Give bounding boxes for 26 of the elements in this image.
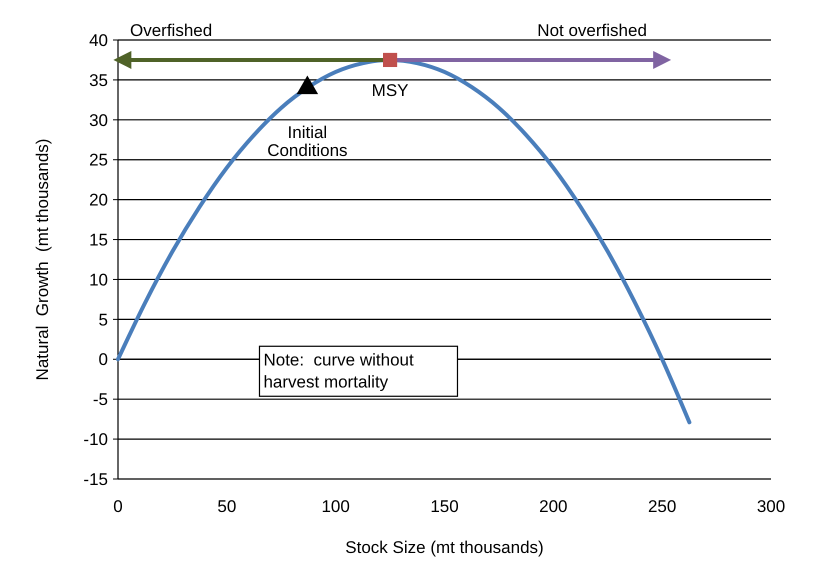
y-tick-label: -5 bbox=[92, 390, 108, 410]
y-tick-label: 40 bbox=[89, 30, 108, 50]
text: Initial Conditions bbox=[267, 122, 348, 160]
series-label: MSY bbox=[372, 80, 409, 100]
y-tick-label: 25 bbox=[89, 150, 108, 170]
y-tick-label: 15 bbox=[89, 230, 108, 250]
annotation: Overfished bbox=[130, 21, 212, 40]
x-tick-label: 250 bbox=[648, 497, 676, 516]
x-tick-label: 100 bbox=[321, 497, 350, 516]
y-tick-label: -10 bbox=[83, 430, 108, 450]
y-tick-label: 30 bbox=[89, 110, 108, 130]
y-tick-label: 0 bbox=[98, 350, 108, 370]
x-tick-label: 300 bbox=[756, 497, 786, 516]
y-tick-label: 5 bbox=[98, 310, 108, 330]
x-tick-label: 50 bbox=[217, 497, 236, 516]
y-axis-title: Natural Growth (mt thousands) bbox=[33, 138, 52, 380]
y-tick-label: -15 bbox=[83, 470, 108, 489]
annotation: Not overfished bbox=[537, 21, 647, 40]
annotation: Note: curve without harvest mortality bbox=[263, 350, 414, 392]
x-axis-title: Stock Size (mt thousands) bbox=[345, 538, 544, 557]
x-tick-label: 0 bbox=[113, 497, 123, 516]
x-tick-label: 200 bbox=[539, 497, 568, 516]
y-tick-label: 35 bbox=[89, 70, 108, 90]
y-tick-label: 20 bbox=[89, 190, 108, 210]
x-tick-label: 150 bbox=[430, 497, 459, 516]
y-tick-label: 10 bbox=[89, 270, 108, 290]
